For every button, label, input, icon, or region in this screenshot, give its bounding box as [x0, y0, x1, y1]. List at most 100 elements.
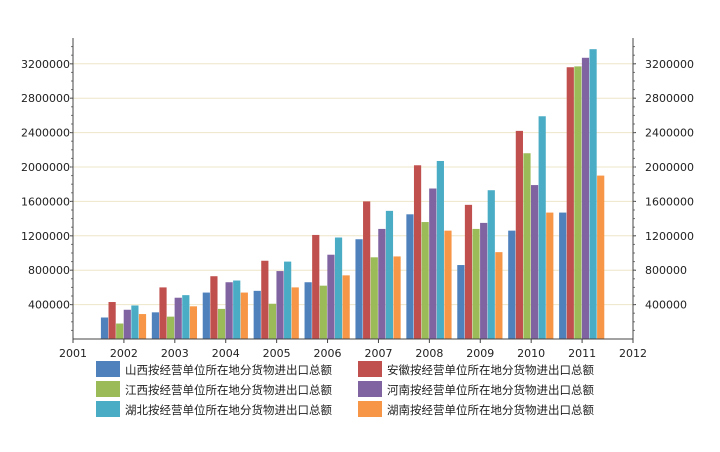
bar	[233, 280, 241, 339]
x-tick-label: 2007	[364, 347, 392, 360]
legend-label: 安徽按经营单位所在地分货物进出口总额	[387, 363, 594, 377]
bar	[174, 297, 182, 339]
bar	[589, 49, 597, 340]
legend-label: 湖北按经营单位所在地分货物进出口总额	[125, 403, 332, 417]
legend-label: 山西按经营单位所在地分货物进出口总额	[125, 363, 332, 377]
legend-label: 江西按经营单位所在地分货物进出口总额	[125, 383, 332, 397]
x-tick-label: 2002	[110, 347, 138, 360]
x-tick-label: 2009	[466, 347, 494, 360]
bar	[508, 230, 516, 339]
bar	[225, 282, 233, 339]
bar	[515, 130, 523, 339]
bar	[240, 292, 248, 339]
y-tick-label-left: 3200000	[21, 58, 70, 71]
x-tick-label: 2006	[314, 347, 342, 360]
y-tick-label-left: 800000	[28, 264, 70, 277]
bar	[464, 204, 473, 339]
bars	[100, 49, 605, 340]
bar	[108, 302, 116, 339]
bar	[189, 306, 198, 339]
gridlines	[73, 63, 633, 306]
y-tick-label-right: 2800000	[645, 92, 694, 105]
x-tick-label: 2004	[212, 347, 240, 360]
bar	[444, 230, 452, 339]
y-tick-label-left: 1200000	[21, 230, 70, 243]
x-tick-label: 2012	[619, 347, 647, 360]
bar	[413, 165, 422, 339]
bar	[202, 292, 210, 339]
x-tick-label: 2003	[161, 347, 189, 360]
legend-swatch	[96, 361, 120, 377]
bar	[406, 214, 414, 339]
y-tick-label-right: 400000	[645, 299, 687, 312]
bar	[159, 287, 167, 339]
x-tick-label: 2001	[59, 347, 87, 360]
bar	[319, 285, 327, 339]
bar	[355, 239, 363, 339]
y-tick-label-right: 800000	[645, 264, 687, 277]
bar	[421, 222, 429, 339]
bar	[182, 295, 190, 339]
legend: 山西按经营单位所在地分货物进出口总额 安徽按经营单位所在地分货物进出口总额江西按经…	[96, 361, 594, 417]
y-tick-label-left: 2800000	[21, 92, 70, 105]
y-tick-label-left: 400000	[28, 299, 70, 312]
y-tick-label-right: 2400000	[645, 127, 694, 140]
legend-swatch	[358, 381, 382, 397]
bar	[217, 308, 226, 339]
bar	[253, 290, 261, 339]
y-tick-label-right: 2000000	[645, 161, 694, 174]
bar	[291, 287, 299, 339]
bar	[261, 260, 269, 339]
bar	[123, 309, 131, 339]
bar	[304, 282, 312, 339]
y-tick-label-right: 1600000	[645, 195, 694, 208]
y-tick-label-left: 2400000	[21, 127, 70, 140]
bar	[100, 317, 109, 339]
bar	[342, 275, 350, 339]
bar	[385, 210, 394, 339]
x-tick-label: 2011	[568, 347, 596, 360]
bar	[131, 305, 139, 339]
bar	[167, 316, 175, 339]
bar	[268, 303, 277, 339]
x-tick-label: 2008	[415, 347, 443, 360]
bar	[151, 312, 160, 339]
bar	[276, 271, 284, 339]
bar	[436, 160, 444, 339]
bar	[574, 66, 582, 339]
bar	[429, 188, 437, 339]
bar	[530, 185, 539, 339]
bar	[495, 252, 503, 339]
bar	[597, 175, 605, 339]
bar	[487, 190, 495, 339]
legend-swatch	[96, 381, 120, 397]
y-tick-label-right: 3200000	[645, 58, 694, 71]
bar	[363, 201, 371, 339]
bar	[581, 57, 590, 339]
legend-swatch	[96, 401, 120, 417]
bar	[334, 237, 343, 339]
bar	[538, 116, 546, 339]
bar	[312, 234, 320, 339]
bar	[116, 323, 124, 339]
bar	[327, 254, 335, 339]
bar	[472, 228, 480, 339]
legend-label: 河南按经营单位所在地分货物进出口总额	[387, 383, 594, 397]
bar	[378, 228, 386, 339]
y-tick-label-left: 2000000	[21, 161, 70, 174]
bar	[559, 212, 567, 339]
bar	[393, 256, 401, 339]
bar	[566, 67, 574, 340]
bar	[210, 276, 218, 339]
legend-swatch	[358, 361, 382, 377]
bar	[523, 153, 531, 339]
legend-label: 湖南按经营单位所在地分货物进出口总额	[387, 403, 594, 417]
bar	[284, 261, 292, 339]
x-tick-label: 2010	[517, 347, 545, 360]
axes: 400000 400000 800000 800000 1200000 1200000 16…	[21, 38, 694, 360]
legend-swatch	[358, 401, 382, 417]
bar	[546, 212, 554, 339]
y-tick-label-left: 1600000	[21, 195, 70, 208]
x-tick-label: 2005	[263, 347, 291, 360]
